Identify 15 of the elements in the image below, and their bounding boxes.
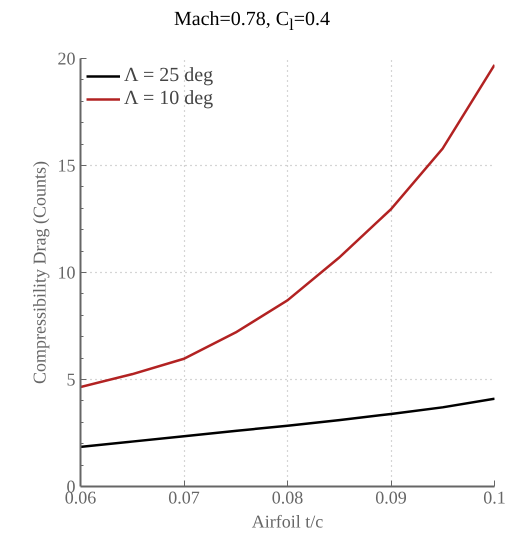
y-tick-label: 10: [58, 262, 76, 282]
y-tick-label: 15: [58, 156, 76, 176]
x-tick-label: 0.07: [168, 488, 200, 508]
y-tick-label: 5: [66, 370, 76, 390]
x-tick-label: 0.1: [483, 488, 506, 508]
line-series: [80, 398, 494, 448]
legend-label: Λ = 10 deg: [124, 87, 214, 110]
y-tick-label: 20: [58, 48, 76, 68]
y-axis-title: Compressibility Drag (Counts): [30, 160, 50, 384]
x-tick-label: 0.09: [375, 488, 407, 508]
legend-label: Λ = 25 deg: [124, 64, 214, 87]
line-series: [80, 64, 494, 388]
x-tick-label: 0.08: [272, 488, 304, 508]
chart-title: Mach=0.78, C$_{l}$=0.4: [172, 7, 332, 36]
x-axis-title: Airfoil t/c: [252, 512, 324, 532]
